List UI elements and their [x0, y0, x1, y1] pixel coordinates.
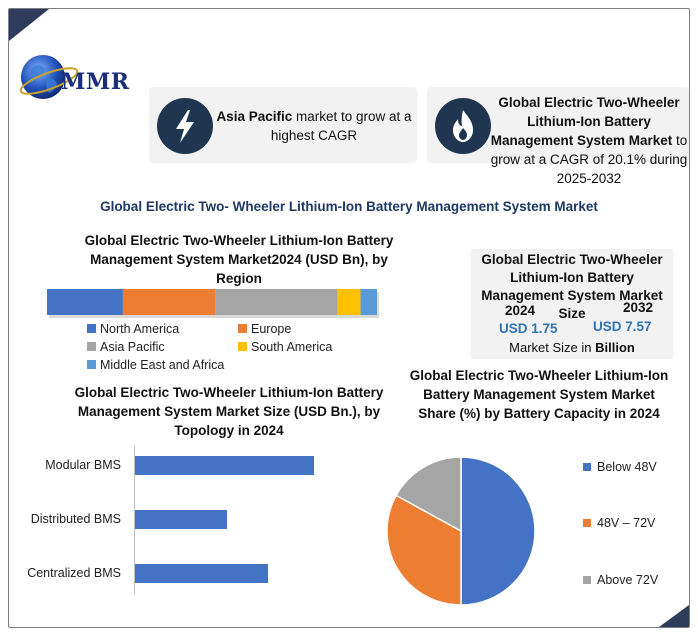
category-label-modular: Modular BMS	[45, 458, 121, 472]
highlight-card-asia-pacific: Asia Pacific market to grow at a highest…	[149, 87, 417, 163]
topology-chart-title: Global Electric Two-Wheeler Lithium-Ion …	[74, 385, 384, 438]
lightning-icon	[157, 98, 213, 154]
pie-slice-2	[395, 456, 462, 533]
legend-item-asia-pacific: Asia Pacific	[87, 340, 165, 354]
legend-item-north-america: North America	[87, 322, 179, 336]
region-segment-europe	[122, 289, 216, 315]
battery-capacity-pie-chart	[386, 456, 536, 606]
main-title: Global Electric Two- Wheeler Lithium-Ion…	[100, 199, 598, 214]
legend-swatch	[87, 324, 96, 333]
topology-axis-line	[134, 445, 135, 595]
market-size-title: Global Electric Two-Wheeler Lithium-Ion …	[481, 252, 663, 321]
legend-swatch	[238, 342, 247, 351]
infographic-frame: MMR Asia Pacific market to grow at a hig…	[8, 8, 690, 628]
value-2032: USD 7.57	[593, 319, 652, 334]
highlight-card-cagr: Global Electric Two-Wheeler Lithium-Ion …	[427, 87, 689, 186]
corner-decoration-top-left	[9, 9, 49, 41]
legend-swatch	[87, 342, 96, 351]
bar-modular-bms	[135, 456, 314, 475]
region-stacked-bar-chart	[47, 289, 379, 318]
legend-swatch	[583, 519, 591, 527]
pie-slice-0	[460, 456, 536, 606]
region-segment-north-america	[47, 289, 123, 315]
market-size-box: Global Electric Two-Wheeler Lithium-Ion …	[471, 249, 673, 359]
bar-distributed-bms	[135, 510, 227, 529]
legend-swatch	[583, 576, 591, 584]
globe-logo-icon	[19, 55, 79, 99]
flame-icon	[435, 98, 491, 154]
category-label-distributed: Distributed BMS	[30, 512, 121, 526]
highlight-text-2: Global Electric Two-Wheeler Lithium-Ion …	[490, 95, 688, 186]
category-label-centralized: Centralized BMS	[27, 566, 121, 580]
year-2032: 2032	[623, 300, 654, 315]
corner-decoration-bottom-right	[659, 605, 689, 627]
bar-centralized-bms	[135, 564, 268, 583]
pie-chart-title: Global Electric Two-Wheeler Lithium-Ion …	[409, 368, 669, 421]
pie-legend-above-72v: Above 72V	[583, 573, 658, 587]
legend-item-south-america: South America	[238, 340, 332, 354]
region-segment-south-america	[337, 289, 361, 315]
brand-name: MMR	[61, 69, 130, 95]
year-2024: 2024	[505, 303, 536, 318]
legend-item-europe: Europe	[238, 322, 291, 336]
value-2024: USD 1.75	[499, 321, 558, 336]
highlight-text-1: Asia Pacific market to grow at a highest…	[216, 109, 412, 143]
region-segment-asia-pacific	[215, 289, 338, 315]
market-size-unit: Market Size in Billion	[509, 340, 635, 355]
region-segment-middle-east-and-africa	[360, 289, 377, 315]
legend-item-middle-east-africa: Middle East and Africa	[87, 358, 224, 372]
legend-swatch	[583, 463, 591, 471]
pie-legend-below-48v: Below 48V	[583, 460, 657, 474]
region-chart-title: Global Electric Two-Wheeler Lithium-Ion …	[84, 233, 394, 286]
legend-swatch	[238, 324, 247, 333]
pie-legend-48v-72v: 48V – 72V	[583, 516, 655, 530]
legend-swatch	[87, 360, 96, 369]
pie-slice-1	[386, 494, 462, 606]
